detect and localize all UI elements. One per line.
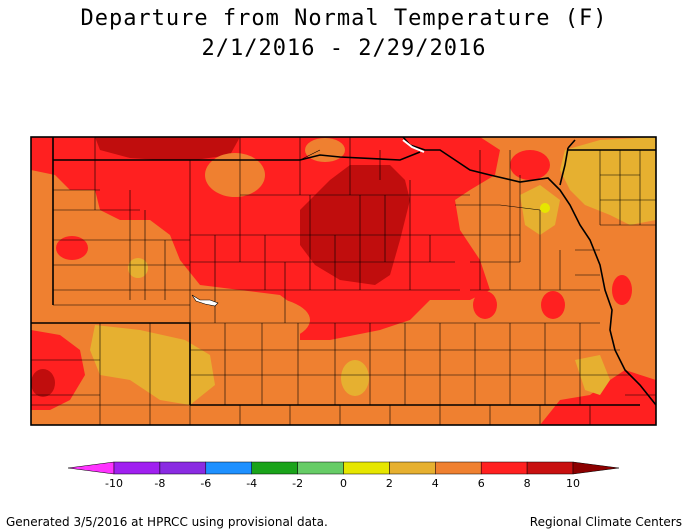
legend-tick-label: -8 — [154, 477, 165, 490]
legend-tick-label: 10 — [566, 477, 580, 490]
red-spot-west — [56, 236, 88, 260]
red-spot-ne — [510, 150, 550, 180]
legend-swatch--8_-7 — [159, 461, 207, 475]
legend: -10 -8 -6 -4 -2 0 2 4 6 8 10 — [67, 461, 620, 490]
state-boundaries — [30, 136, 657, 426]
yellow-spot-iowa — [540, 203, 550, 213]
river-north — [402, 139, 425, 153]
legend-arrow-left — [67, 461, 115, 475]
legend-swatch-6_7 — [480, 461, 528, 475]
red-spot-center — [473, 291, 497, 319]
legend-arrow-right — [572, 461, 620, 475]
footer-generated-note: Generated 3/5/2016 at HPRCC using provis… — [6, 515, 328, 529]
legend-tick-label: 2 — [386, 477, 393, 490]
legend-swatch-0_1 — [343, 461, 390, 475]
light-orange-zone-southwest — [90, 325, 215, 405]
legend-swatch--4_-3 — [251, 461, 298, 475]
light-orange-spot-west — [128, 258, 148, 278]
legend-swatch--10_-9 — [113, 461, 161, 475]
orange-spot-midwest — [190, 295, 310, 345]
deep-red-zone-north — [95, 137, 240, 160]
lake-mcconaughy — [191, 294, 219, 307]
deep-red-spot-sw — [31, 369, 55, 397]
legend-swatch--2_-1 — [297, 461, 344, 475]
red-zone-southeast — [540, 370, 656, 425]
co-ne-border — [31, 322, 191, 405]
legend-tick-label: -2 — [292, 477, 303, 490]
legend-tick-label: 4 — [432, 477, 439, 490]
legend-swatch--6_-5 — [205, 461, 252, 475]
legend-tick-label: 6 — [478, 477, 485, 490]
orange-spot-nw — [205, 153, 265, 197]
temperature-field — [31, 137, 656, 425]
legend-swatch-2_3 — [389, 461, 436, 475]
light-orange-spot-south — [341, 360, 369, 396]
legend-swatch-8_9 — [526, 461, 574, 475]
map-date-range: 2/1/2016 - 2/29/2016 — [201, 36, 487, 61]
legend-tick-label: 0 — [340, 477, 347, 490]
iowa-west-river — [559, 139, 576, 186]
sd-ne-border — [53, 151, 421, 161]
light-orange-zone-northeast — [560, 137, 656, 225]
legend-swatch-4_5 — [435, 461, 482, 475]
map-title: Departure from Normal Temperature (F) — [80, 6, 608, 31]
missouri-river — [402, 136, 657, 406]
legend-tick-label: 8 — [524, 477, 531, 490]
red-spot-east — [541, 291, 565, 319]
orange-spot-north — [305, 138, 345, 162]
footer-credit: Regional Climate Centers — [529, 515, 682, 529]
legend-tick-label: -6 — [200, 477, 211, 490]
legend-tick-label: -10 — [105, 477, 123, 490]
legend-tick-label: -4 — [246, 477, 257, 490]
red-spot-river — [612, 275, 632, 305]
